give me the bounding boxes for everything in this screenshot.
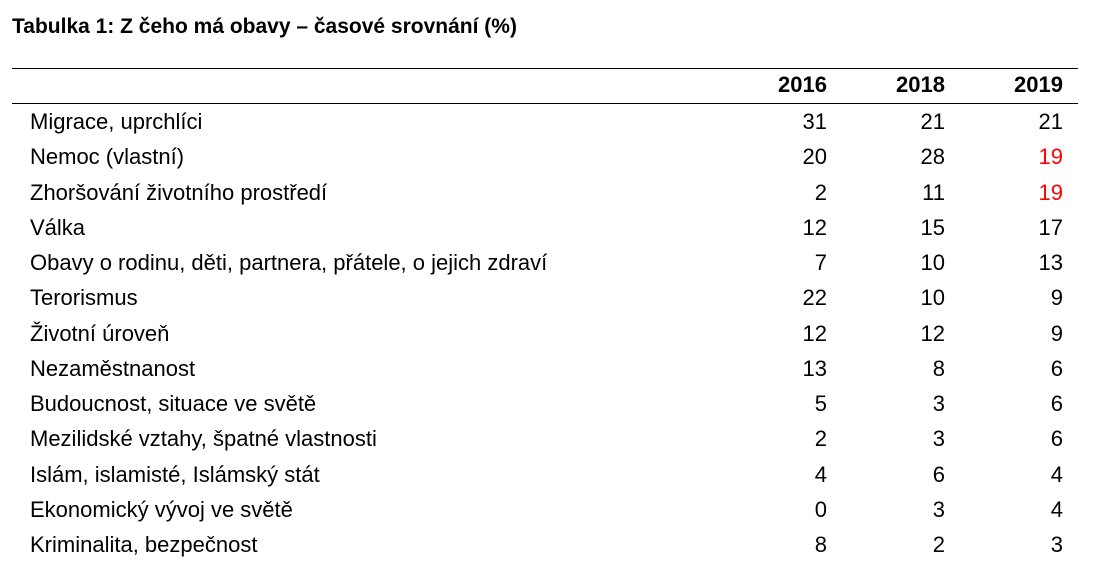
cell-value: 3: [932, 426, 945, 452]
cell-value: 10: [920, 285, 945, 311]
cell-value: 20: [802, 144, 827, 170]
cell-value: 9: [1050, 285, 1063, 311]
cell-value: 19: [1038, 144, 1063, 170]
cell-value: 9: [1050, 320, 1063, 346]
cell-value: 12: [802, 320, 827, 346]
cell-value: 4: [1050, 496, 1063, 522]
cell-value: 6: [1050, 426, 1063, 452]
cell-value: 12: [920, 320, 945, 346]
cell-value: 4: [1050, 461, 1063, 487]
cell-value: 12: [802, 214, 827, 240]
row-label: Válka: [30, 214, 86, 240]
cell-value: 13: [1038, 250, 1063, 275]
cell-value: 15: [920, 214, 945, 240]
cell-value: 5: [814, 391, 827, 416]
cell-value: 13: [802, 355, 827, 381]
row-label: Islám, islamisté, Islámský stát: [30, 461, 320, 487]
cell-value: 3: [1050, 532, 1063, 557]
cell-value: 4: [814, 461, 827, 487]
column-header: 2019: [1014, 72, 1063, 97]
header-rule: [12, 103, 1078, 104]
cell-value: 22: [802, 285, 827, 311]
cell-value: 21: [920, 109, 945, 134]
cell-value: 0: [814, 496, 827, 522]
row-label: Terorismus: [30, 285, 138, 311]
row-label: Migrace, uprchlíci: [30, 109, 203, 134]
cell-value: 17: [1038, 214, 1063, 240]
row-label: Obavy o rodinu, děti, partnera, přátele,…: [30, 250, 548, 275]
cell-value: 11: [922, 179, 945, 205]
cell-value: 6: [932, 461, 945, 487]
cell-value: 3: [932, 391, 945, 416]
row-label: Zhoršování životního prostředí: [30, 179, 328, 205]
cell-value: 6: [1050, 391, 1063, 416]
column-header: 2018: [896, 72, 945, 97]
cell-value: 3: [932, 496, 945, 522]
row-label: Nezaměstnanost: [30, 355, 196, 381]
cell-value: 8: [814, 532, 827, 557]
cell-value: 28: [920, 144, 945, 170]
table-title: Tabulka 1: Z čeho má obavy – časové srov…: [12, 15, 517, 38]
cell-value: 21: [1038, 109, 1063, 134]
row-label: Ekonomický vývoj ve světě: [30, 496, 293, 522]
column-header: 2016: [778, 72, 827, 97]
cell-value: 10: [920, 250, 945, 275]
cell-value: 8: [932, 355, 945, 381]
cell-value: 2: [814, 179, 827, 205]
cell-value: 31: [802, 109, 827, 134]
cell-value: 7: [814, 250, 827, 275]
cell-value: 6: [1050, 355, 1063, 381]
row-label: Životní úroveň: [30, 320, 170, 346]
top-rule: [12, 68, 1078, 69]
row-label: Kriminalita, bezpečnost: [30, 532, 258, 557]
row-label: Mezilidské vztahy, špatné vlastnosti: [30, 426, 377, 452]
cell-value: 2: [932, 532, 945, 557]
cell-value: 19: [1038, 179, 1063, 205]
cell-value: 2: [814, 426, 827, 452]
row-label: Budoucnost, situace ve světě: [30, 391, 317, 416]
row-label: Nemoc (vlastní): [30, 144, 185, 170]
